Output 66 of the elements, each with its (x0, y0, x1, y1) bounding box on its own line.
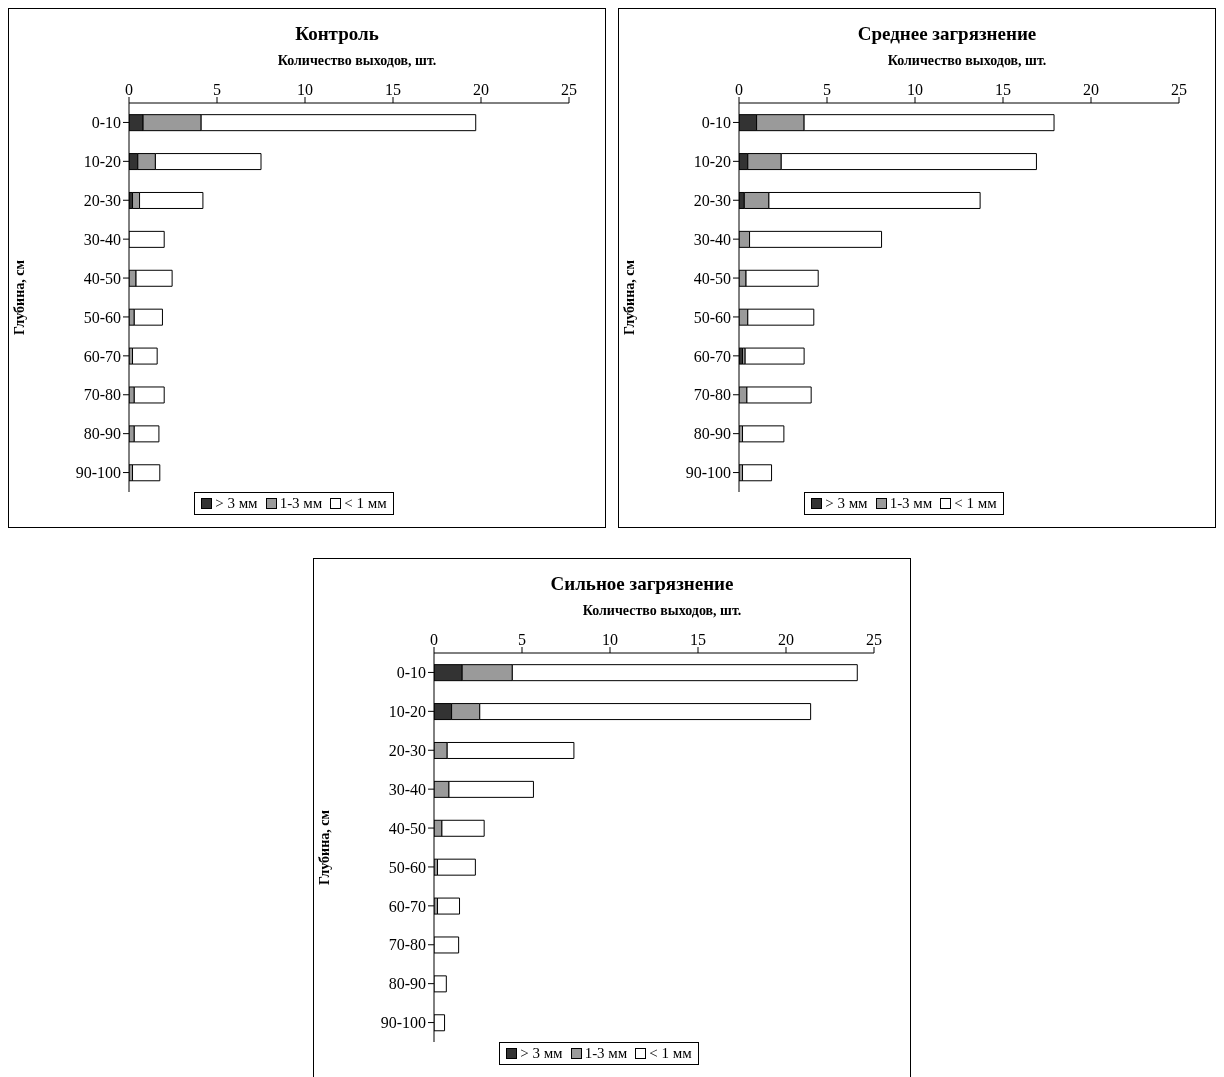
y-tick-label: 10-20 (388, 703, 426, 721)
y-tick-label: 50-60 (693, 308, 731, 326)
x-tick-label: 5 (823, 81, 831, 98)
y-tick-label: 70-80 (693, 386, 731, 404)
x-tick-label: 10 (297, 81, 313, 98)
x-tick-label: 25 (561, 81, 577, 98)
y-tick-label: 80-90 (693, 425, 731, 443)
y-tick-label: 40-50 (388, 819, 426, 837)
x-tick-label: 0 (735, 81, 743, 98)
y-tick-label: 90-100 (685, 464, 731, 482)
y-tick-label: 70-80 (83, 386, 121, 404)
legend-label: > 3 мм (825, 495, 868, 512)
legend-label: 1-3 мм (584, 1045, 628, 1062)
y-tick-label: 0-10 (701, 114, 731, 132)
y-tick-label: 0-10 (91, 114, 121, 132)
x-tick-label: 20 (473, 81, 489, 98)
y-tick-label: 90-100 (75, 464, 121, 482)
x-tick-label: 10 (907, 81, 923, 98)
y-tick-label: 40-50 (693, 269, 731, 287)
x-tick-label: 5 (213, 81, 221, 98)
x-tick-label: 25 (1171, 81, 1187, 98)
y-tick-label: 20-30 (693, 191, 731, 209)
chart-title: Среднее загрязнение (856, 23, 1038, 45)
x-tick-label: 5 (518, 631, 526, 648)
y-tick-label: 30-40 (388, 780, 426, 798)
y-tick-label: 30-40 (693, 230, 731, 248)
chart-title: Контроль (294, 23, 380, 45)
y-tick-label: 30-40 (83, 230, 121, 248)
chart-title: Сильное загрязнение (549, 573, 735, 595)
y-tick-label: 90-100 (380, 1014, 426, 1032)
y-axis-title: Глубина, см (621, 259, 637, 335)
legend-label: > 3 мм (215, 495, 258, 512)
y-tick-label: 0-10 (396, 664, 426, 682)
y-tick-label: 60-70 (83, 347, 121, 365)
x-axis-title: Количество выходов, шт. (886, 53, 1048, 69)
legend-label: 1-3 мм (279, 495, 323, 512)
y-axis-title: Глубина, см (11, 259, 27, 335)
y-tick-label: 10-20 (693, 153, 731, 171)
x-axis-title: Количество выходов, шт. (581, 603, 743, 619)
legend-label: > 3 мм (520, 1045, 563, 1062)
legend-label: 1-3 мм (889, 495, 933, 512)
x-tick-label: 0 (430, 631, 438, 648)
y-tick-label: 10-20 (83, 153, 121, 171)
legend-label: < 1 мм (344, 495, 387, 512)
y-tick-label: 60-70 (388, 897, 426, 915)
y-tick-label: 20-30 (83, 191, 121, 209)
x-tick-label: 25 (866, 631, 882, 648)
x-tick-label: 15 (995, 81, 1011, 98)
y-tick-label: 50-60 (83, 308, 121, 326)
x-axis-title: Количество выходов, шт. (276, 53, 438, 69)
legend-label: < 1 мм (649, 1045, 692, 1062)
y-tick-label: 20-30 (388, 741, 426, 759)
x-tick-label: 20 (1083, 81, 1099, 98)
legend-label: < 1 мм (954, 495, 997, 512)
y-tick-label: 40-50 (83, 269, 121, 287)
y-axis-title: Глубина, см (316, 809, 332, 885)
y-tick-label: 50-60 (388, 858, 426, 876)
x-tick-label: 0 (125, 81, 133, 98)
y-tick-label: 70-80 (388, 936, 426, 954)
x-tick-label: 10 (602, 631, 618, 648)
y-tick-label: 80-90 (388, 975, 426, 993)
x-tick-label: 15 (690, 631, 706, 648)
x-tick-label: 20 (778, 631, 794, 648)
y-tick-label: 60-70 (693, 347, 731, 365)
y-tick-label: 80-90 (83, 425, 121, 443)
x-tick-label: 15 (385, 81, 401, 98)
